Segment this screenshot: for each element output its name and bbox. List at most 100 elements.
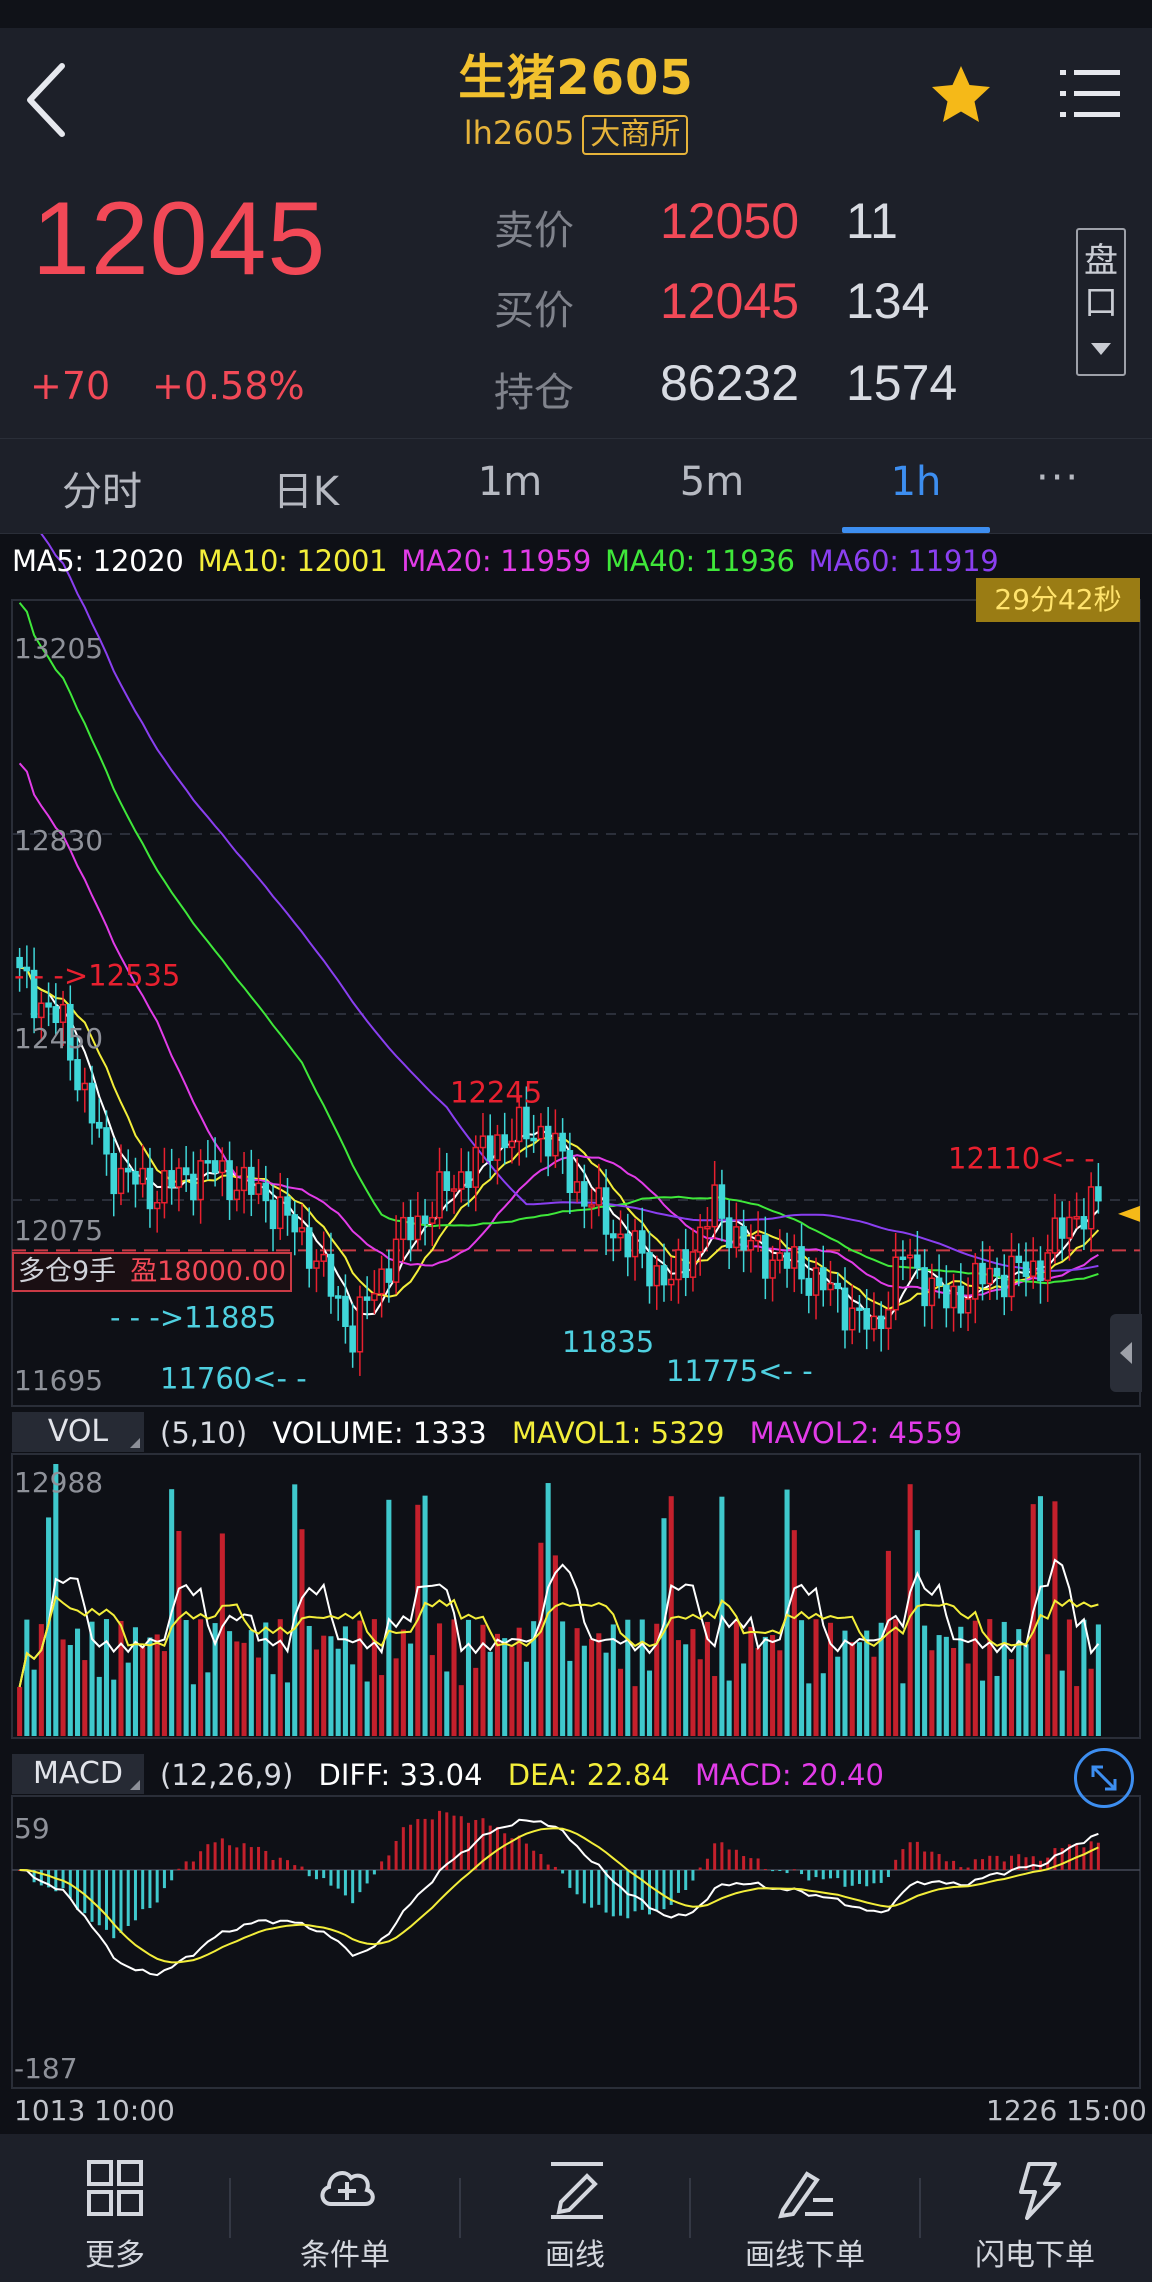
candle-body [523,1106,530,1140]
volume-bar [342,1626,348,1736]
candle-body [863,1308,870,1330]
candle-body [450,1188,458,1192]
candle-body [986,1267,994,1285]
macd-histogram-bar [459,1816,463,1870]
macd-histogram-bar [785,1870,789,1874]
tab-1h[interactable]: 1h [890,459,942,505]
last-price: 12045 [32,181,327,297]
macd-histogram-bar [792,1869,796,1871]
candle-body [305,1227,313,1269]
macd-histogram-bar [901,1849,905,1870]
position-tag[interactable]: 多仓9手 盈18000.00 [12,1252,293,1292]
volume-bar [444,1671,450,1736]
menu-button[interactable] [1058,64,1122,124]
volume-bar [38,1624,44,1736]
volume-bar [82,1660,88,1736]
volume-bar [516,1627,522,1736]
ma-legend-item-4: MA60: 11919 [808,544,999,578]
ma-legend: MA5: 12020 MA10: 12001 MA20: 11959 MA40: 11… [12,544,1012,578]
macd-histogram-bar [756,1858,760,1870]
candle-body [762,1234,769,1279]
volume-bar [835,1656,841,1736]
fullscreen-button[interactable] [1074,1748,1134,1808]
tab-5m[interactable]: 5m [679,459,745,505]
tab-daily-k[interactable]: 日K [272,469,340,515]
candle-body [501,1134,508,1149]
macd-indicator-selector[interactable]: MACD [12,1754,144,1794]
volume-bar [161,1651,167,1736]
macd-histogram-bar [734,1849,738,1870]
macd-histogram-bar [1053,1848,1057,1870]
candle-body [508,1140,516,1149]
candle-body [711,1184,718,1228]
candle-body [856,1307,863,1311]
volume-bar [321,1635,327,1736]
macd-histogram-bar [474,1819,478,1870]
vol-indicator-selector[interactable]: VOL [12,1412,144,1452]
macd-histogram-bar [981,1859,985,1870]
kline-chart-canvas[interactable]: - - ->12535 12245 12110<- - - - ->11885 1176… [0,534,1152,2134]
macd-histogram-bar [39,1870,43,1886]
candle-body [95,1121,103,1129]
macd-histogram-bar [452,1815,456,1870]
volume-bar [306,1625,312,1736]
more-button[interactable]: 更多 [0,2134,230,2282]
chart-area[interactable]: - - ->12535 12245 12110<- - - - ->11885 1176… [0,534,1152,2134]
price-change: +70 [30,364,111,408]
candle-body [211,1160,219,1174]
macd-histogram-bar [170,1870,174,1881]
volume-bar [1023,1644,1029,1736]
candle-body [320,1253,327,1262]
volume-bar [994,1675,1000,1736]
candle-body [704,1225,711,1230]
candle-body [327,1253,335,1297]
tab-intraday[interactable]: 分时 [62,469,142,515]
price-tick-label: 12450 [14,1022,104,1055]
macd-histogram-bar [1082,1847,1086,1870]
more-tabs-button[interactable]: ··· [1036,455,1081,501]
macd-histogram-bar [872,1870,876,1884]
candle-body [175,1167,183,1188]
candle-body [110,1153,118,1195]
candle-body [248,1166,255,1195]
macd-legend-macd: MACD: 20.40 [695,1758,884,1792]
volume-bar [726,1680,732,1736]
macd-histogram-bar [857,1870,861,1884]
side-drawer-handle[interactable] [1110,1314,1142,1392]
vol-legend-mavol2: MAVOL2: 4559 [749,1416,963,1450]
volume-bar [827,1622,834,1736]
volume-bar [523,1661,529,1736]
candle-body [226,1160,233,1201]
draw-line-order-button[interactable]: 画线下单 [690,2134,920,2282]
conditional-order-button[interactable]: 条件单 [230,2134,460,2282]
macd-histogram-bar [894,1859,898,1870]
back-button[interactable] [22,60,72,140]
macd-histogram-bar [495,1826,499,1870]
volume-bar [856,1642,862,1736]
order-book-toggle[interactable]: 盘口 [1076,228,1126,376]
favorite-button[interactable] [928,62,994,128]
candle-body [269,1199,277,1230]
volume-bar [791,1530,797,1736]
ask-label: 卖价 [494,208,574,254]
volume-bar [335,1648,341,1736]
volume-bar [922,1625,928,1736]
macd-histogram-bar [278,1857,282,1870]
candle-body [653,1265,661,1287]
volume-bar [190,1684,196,1736]
candle-body [892,1256,899,1311]
vol-legend-mavol1: MAVOL1: 5329 [511,1416,725,1450]
volume-bar [379,1675,385,1736]
volume-bar [458,1685,464,1736]
candle-body [378,1268,385,1295]
tab-1m[interactable]: 1m [477,459,543,505]
price-annotation: 11775<- - [666,1354,813,1388]
x-axis-end: 1226 15:00 [986,2094,1147,2127]
macd-histogram-bar [184,1861,188,1870]
candle-body [805,1277,813,1296]
candle-body [240,1166,248,1192]
macd-histogram-bar [358,1870,362,1893]
draw-line-button[interactable]: 画线 [460,2134,690,2282]
volume-bar [632,1686,638,1736]
flash-order-button[interactable]: 闪电下单 [920,2134,1150,2282]
